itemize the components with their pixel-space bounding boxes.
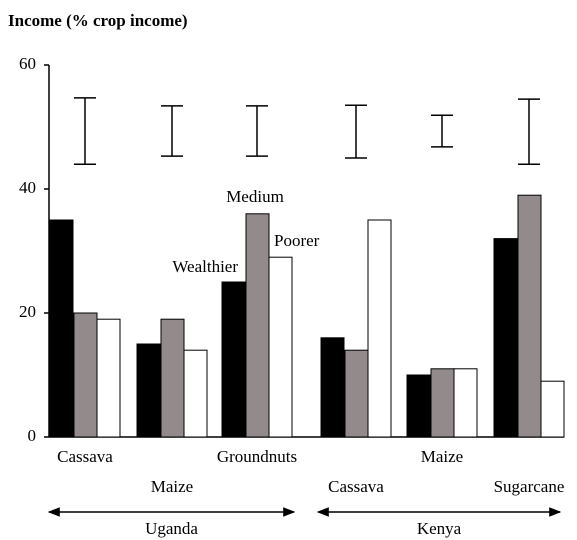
bar bbox=[406, 374, 431, 438]
bar bbox=[367, 219, 392, 438]
x-tick-label: Sugarcane bbox=[494, 477, 565, 496]
x-tick-label: Groundnuts bbox=[217, 447, 297, 466]
bar bbox=[245, 213, 270, 438]
bar bbox=[136, 343, 161, 438]
bar bbox=[160, 318, 185, 438]
x-tick-label: Maize bbox=[421, 447, 463, 466]
x-tick-label: Cassava bbox=[328, 477, 384, 496]
bar bbox=[493, 238, 518, 438]
bar bbox=[268, 256, 293, 438]
bar bbox=[540, 380, 565, 438]
bar bbox=[49, 219, 74, 438]
bar bbox=[96, 318, 121, 438]
series-label: Medium bbox=[226, 187, 284, 206]
group-label: Uganda bbox=[145, 519, 198, 538]
bar bbox=[183, 349, 208, 438]
bar bbox=[453, 368, 478, 438]
bar bbox=[517, 194, 542, 438]
series-label: Poorer bbox=[274, 231, 320, 250]
x-tick-label: Cassava bbox=[57, 447, 113, 466]
bar bbox=[320, 337, 345, 438]
bar bbox=[430, 368, 455, 438]
group-label: Kenya bbox=[417, 519, 462, 538]
y-tick-label: 20 bbox=[19, 302, 36, 321]
y-tick-label: 0 bbox=[28, 426, 37, 445]
chart-title: Income (% crop income) bbox=[8, 11, 188, 30]
y-tick-label: 60 bbox=[19, 54, 36, 73]
bar bbox=[221, 281, 246, 438]
series-label: Wealthier bbox=[172, 257, 238, 276]
y-tick-label: 40 bbox=[19, 178, 36, 197]
bar bbox=[73, 312, 98, 438]
x-tick-label: Maize bbox=[151, 477, 193, 496]
bar bbox=[344, 349, 369, 438]
